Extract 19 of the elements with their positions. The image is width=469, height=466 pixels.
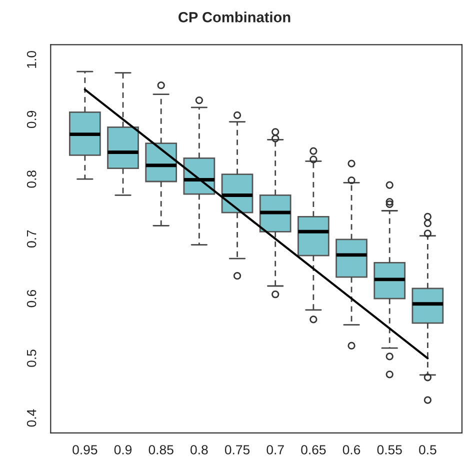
- y-tick-label: 0.6: [26, 290, 36, 308]
- chart-title: CP Combination: [178, 12, 290, 22]
- y-tick-label: 1.0: [26, 51, 36, 68]
- x-tick-label: 0.5: [419, 445, 436, 454]
- y-tick-label: 0.7: [26, 230, 36, 248]
- x-tick-label: 0.6: [342, 445, 360, 454]
- x-tick-label: 0.65: [301, 445, 326, 454]
- x-tick-label: 0.9: [114, 445, 132, 454]
- x-tick-label: 0.95: [72, 445, 98, 454]
- y-tick-label: 0.5: [26, 350, 36, 367]
- y-tick-label: 0.9: [26, 110, 36, 128]
- x-tick-label: 0.55: [377, 445, 402, 454]
- y-tick-label: 0.8: [26, 170, 36, 188]
- x-tick-label: 0.7: [266, 445, 284, 454]
- x-tick-label: 0.85: [148, 445, 174, 454]
- line-series: [84, 88, 429, 360]
- y-tick-label: 0.4: [26, 409, 36, 427]
- x-tick-label: 0.75: [224, 445, 250, 454]
- x-tick-label: 0.8: [190, 445, 208, 454]
